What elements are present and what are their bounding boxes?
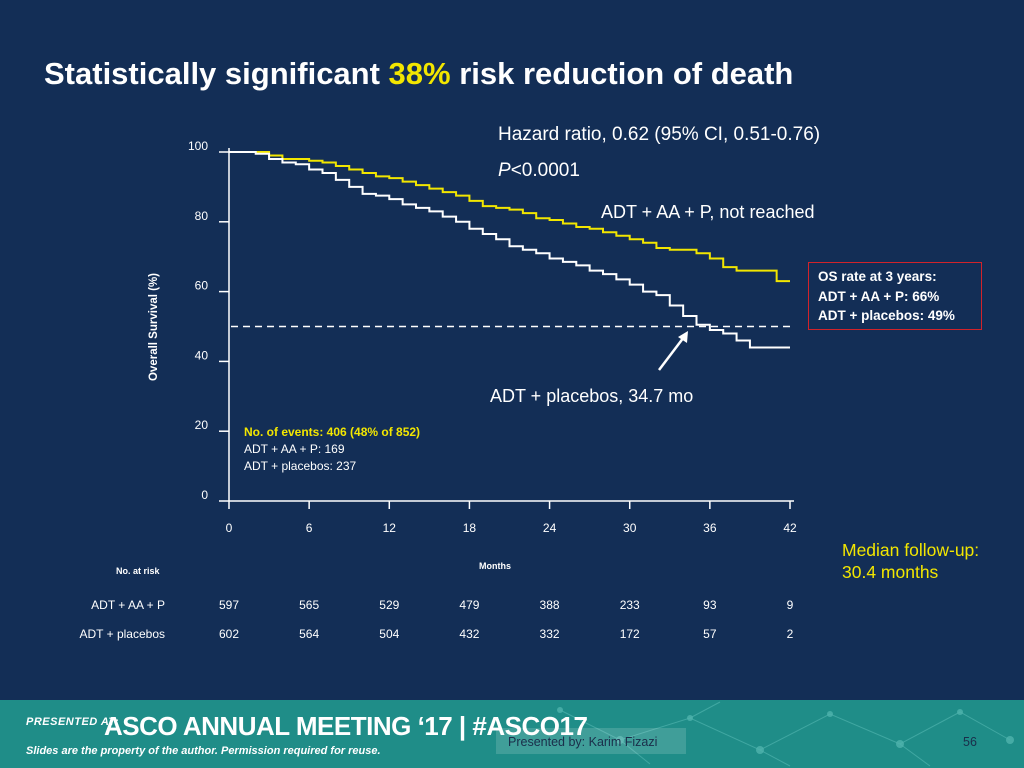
median-follow-up: Median follow-up: 30.4 months [842,539,979,583]
title-highlight: 38% [388,56,451,91]
events-title: No. of events: 406 (48% of 852) [244,425,421,439]
risk-cell: 432 [459,627,479,641]
y-tick-label: 100 [188,139,208,153]
p-value: <0.0001 [510,160,580,181]
median-arrow-head [678,331,688,343]
risk-cell: 597 [219,598,239,612]
risk-cell: 9 [787,598,794,612]
os-rate-placebo: ADT + placebos: 49% [818,308,955,323]
median-arrow-shaft [658,336,685,371]
risk-row-label: ADT + AA + P [91,598,165,612]
footer-bar: PRESENTED AT: ASCO ANNUAL MEETING ‘17 | … [0,700,1024,768]
os-rate-abi: ADT + AA + P: 66% [818,288,940,304]
meeting-name: ASCO ANNUAL MEETING ‘17 | #ASCO17 [104,711,588,741]
risk-cell: 93 [703,598,717,612]
os-rate-title: OS rate at 3 years: [818,269,937,284]
risk-cell: 172 [620,627,640,641]
slide-title: Statistically significant 38% risk reduc… [44,56,793,92]
events-summary: No. of events: 406 (48% of 852) ADT + AA… [244,424,420,475]
x-tick-label: 24 [543,521,557,535]
footer-disclaimer: Slides are the property of the author. P… [26,745,381,757]
x-tick-label: 42 [783,521,797,535]
risk-cell: 2 [787,627,794,641]
hazard-ratio-text: Hazard ratio, 0.62 (95% CI, 0.51-0.76) [498,124,821,145]
risk-cell: 504 [379,627,399,641]
presenter-name: Presented by: Karim Fizazi [508,735,658,749]
x-tick-label: 30 [623,521,637,535]
risk-cell: 602 [219,627,239,641]
median-follow-up-value: 30.4 months [842,562,939,582]
x-tick-label: 18 [463,521,477,535]
median-follow-up-label: Median follow-up: [842,540,980,560]
abi-survival-curve [229,151,790,283]
risk-row-label: ADT + placebos [80,627,166,641]
risk-cell: 332 [540,627,560,641]
x-tick-label: 12 [383,521,397,535]
y-tick-label: 40 [195,348,209,362]
os-rate-box: OS rate at 3 years: ADT + AA + P: 66% AD… [808,262,982,330]
risk-cell: 388 [540,598,560,612]
p-value-text: P<0.0001 [498,160,580,182]
placebo-survival-curve [229,151,790,349]
x-tick-label: 36 [703,521,717,535]
risk-table-header: No. at risk [116,566,160,576]
km-survival-chart: 0 20 40 60 80 100 0 6 12 18 24 30 36 42 Overall Surviv… [80,139,815,641]
p-letter: P [498,160,511,181]
y-tick-label: 0 [201,488,208,502]
risk-cell: 233 [620,598,640,612]
title-suffix: risk reduction of death [450,56,794,91]
slide-number: 56 [963,735,977,749]
abi-series-label: ADT + AA + P, not reached [601,202,815,222]
y-axis-label: Overall Survival (%) [148,273,160,381]
x-axis-label: Months [479,561,511,571]
events-abi: ADT + AA + P: 169 [244,442,345,456]
x-tick-label: 6 [306,521,313,535]
y-tick-label: 80 [195,209,209,223]
y-tick-label: 60 [195,279,209,293]
y-tick-label: 20 [195,418,209,432]
risk-cell: 565 [299,598,319,612]
placebo-series-label: ADT + placebos, 34.7 mo [490,386,693,406]
risk-cell: 529 [379,598,399,612]
presented-at-label: PRESENTED AT: [26,716,120,728]
network-pattern-decoration [496,701,1014,767]
risk-cell: 479 [459,598,479,612]
x-tick-label: 0 [226,521,233,535]
title-prefix: Statistically significant [44,56,389,91]
events-placebo: ADT + placebos: 237 [244,459,357,473]
risk-cell: 57 [703,627,717,641]
risk-cell: 564 [299,627,319,641]
